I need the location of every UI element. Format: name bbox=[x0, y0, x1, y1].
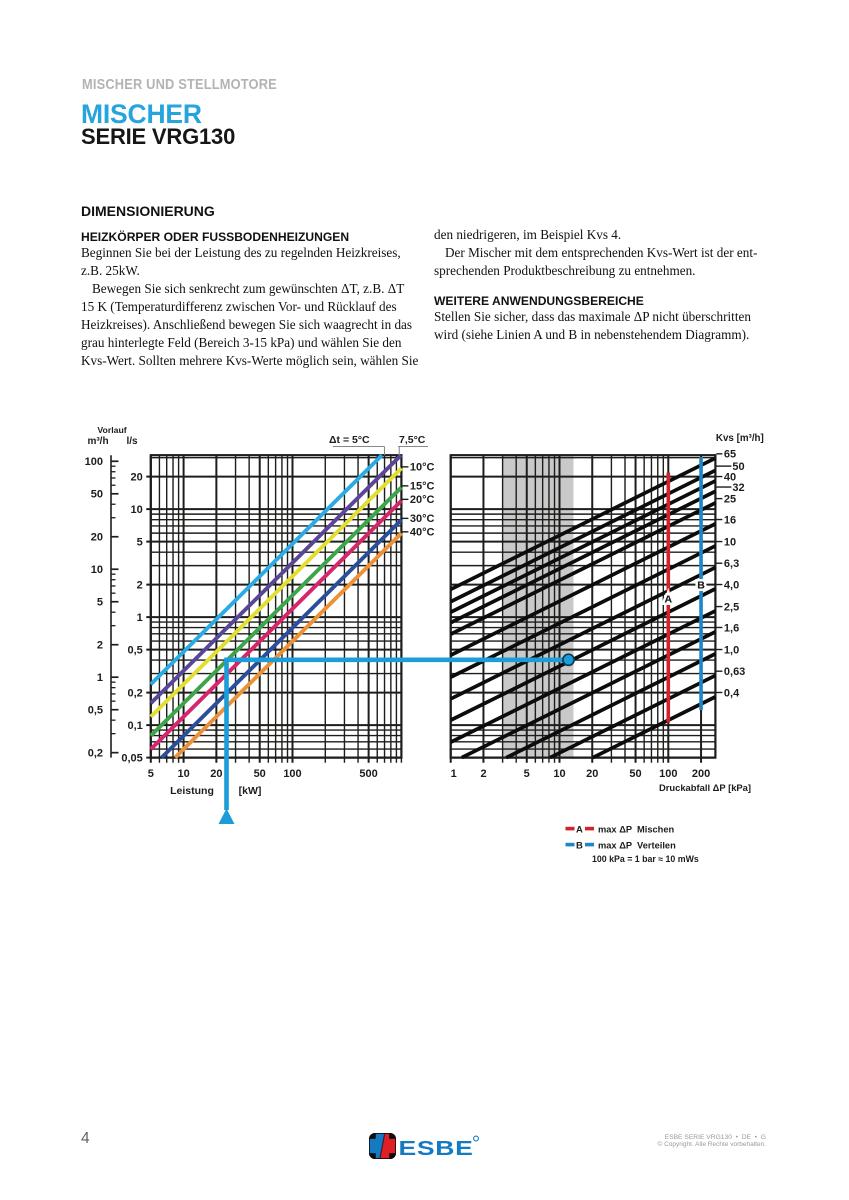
svg-text:7,5°C: 7,5°C bbox=[399, 434, 426, 446]
svg-text:6,3: 6,3 bbox=[724, 558, 739, 570]
svg-text:2,5: 2,5 bbox=[724, 601, 739, 613]
svg-text:Verteilen: Verteilen bbox=[637, 841, 676, 851]
svg-text:5: 5 bbox=[97, 597, 103, 609]
svg-text:10: 10 bbox=[553, 768, 565, 780]
svg-text:100: 100 bbox=[659, 768, 677, 780]
svg-text:0,63: 0,63 bbox=[724, 666, 745, 678]
svg-text:100: 100 bbox=[283, 768, 301, 780]
svg-text:16: 16 bbox=[724, 514, 736, 526]
svg-text:2: 2 bbox=[137, 579, 143, 591]
svg-text:B: B bbox=[697, 580, 705, 592]
svg-text:40°C: 40°C bbox=[410, 527, 435, 539]
svg-text:B: B bbox=[697, 580, 705, 592]
svg-text:20: 20 bbox=[586, 768, 598, 780]
svg-text:10: 10 bbox=[131, 504, 143, 516]
svg-text:Vorlauf: Vorlauf bbox=[97, 425, 126, 435]
svg-text:65: 65 bbox=[724, 449, 736, 461]
svg-text:1: 1 bbox=[97, 672, 103, 684]
svg-text:25: 25 bbox=[724, 493, 736, 505]
svg-text:m³/h: m³/h bbox=[87, 436, 108, 447]
svg-text:5: 5 bbox=[524, 768, 530, 780]
svg-text:1: 1 bbox=[451, 768, 457, 780]
svg-text:20: 20 bbox=[91, 532, 103, 544]
svg-text:32: 32 bbox=[732, 482, 744, 494]
svg-text:1,6: 1,6 bbox=[724, 622, 739, 634]
svg-text:A: A bbox=[665, 594, 673, 606]
svg-text:5: 5 bbox=[137, 537, 143, 549]
svg-text:20: 20 bbox=[210, 768, 222, 780]
svg-text:500: 500 bbox=[359, 768, 377, 780]
svg-text:50: 50 bbox=[254, 768, 266, 780]
svg-text:15°C: 15°C bbox=[410, 481, 435, 493]
svg-text:200: 200 bbox=[692, 768, 710, 780]
svg-text:40: 40 bbox=[724, 471, 736, 483]
svg-text:A: A bbox=[576, 825, 583, 836]
svg-text:0,5: 0,5 bbox=[128, 644, 143, 656]
svg-text:Δt = 5°C: Δt = 5°C bbox=[329, 434, 370, 446]
svg-text:20°C: 20°C bbox=[410, 494, 435, 506]
svg-text:30°C: 30°C bbox=[410, 513, 435, 525]
svg-text:10: 10 bbox=[724, 536, 736, 548]
svg-text:10°C: 10°C bbox=[410, 462, 435, 474]
svg-text:0,1: 0,1 bbox=[128, 720, 143, 732]
svg-text:l/s: l/s bbox=[126, 436, 138, 447]
svg-text:max ΔP: max ΔP bbox=[598, 841, 632, 851]
svg-text:0,2: 0,2 bbox=[128, 687, 143, 699]
svg-text:0,5: 0,5 bbox=[88, 705, 103, 717]
svg-text:max ΔP: max ΔP bbox=[598, 825, 632, 835]
svg-text:50: 50 bbox=[91, 489, 103, 501]
svg-text:10: 10 bbox=[91, 564, 103, 576]
svg-text:4,0: 4,0 bbox=[724, 579, 739, 591]
svg-text:20: 20 bbox=[131, 472, 143, 484]
svg-text:5: 5 bbox=[148, 768, 154, 780]
svg-text:Mischen: Mischen bbox=[637, 825, 675, 835]
svg-text:1: 1 bbox=[137, 612, 143, 624]
svg-text:100: 100 bbox=[85, 456, 103, 468]
svg-text:B: B bbox=[576, 841, 583, 852]
svg-text:A: A bbox=[665, 594, 673, 606]
svg-text:0,4: 0,4 bbox=[724, 687, 740, 699]
svg-text:10: 10 bbox=[177, 768, 189, 780]
svg-text:1,0: 1,0 bbox=[724, 644, 739, 656]
svg-text:Kvs [m³/h]: Kvs [m³/h] bbox=[716, 433, 764, 444]
svg-text:2: 2 bbox=[97, 640, 103, 652]
svg-text:50: 50 bbox=[629, 768, 641, 780]
svg-text:Leistung: Leistung bbox=[170, 785, 214, 797]
svg-text:Druckabfall ΔP [kPa]: Druckabfall ΔP [kPa] bbox=[659, 782, 751, 793]
svg-text:[kW]: [kW] bbox=[239, 785, 262, 797]
svg-text:0,05: 0,05 bbox=[121, 752, 142, 764]
svg-text:50: 50 bbox=[732, 461, 744, 473]
svg-text:0,2: 0,2 bbox=[88, 748, 103, 760]
svg-text:100 kPa = 1 bar ≈ 10 mWs: 100 kPa = 1 bar ≈ 10 mWs bbox=[592, 854, 699, 864]
svg-text:ESBE: ESBE bbox=[399, 1138, 474, 1160]
svg-text:2: 2 bbox=[480, 768, 486, 780]
